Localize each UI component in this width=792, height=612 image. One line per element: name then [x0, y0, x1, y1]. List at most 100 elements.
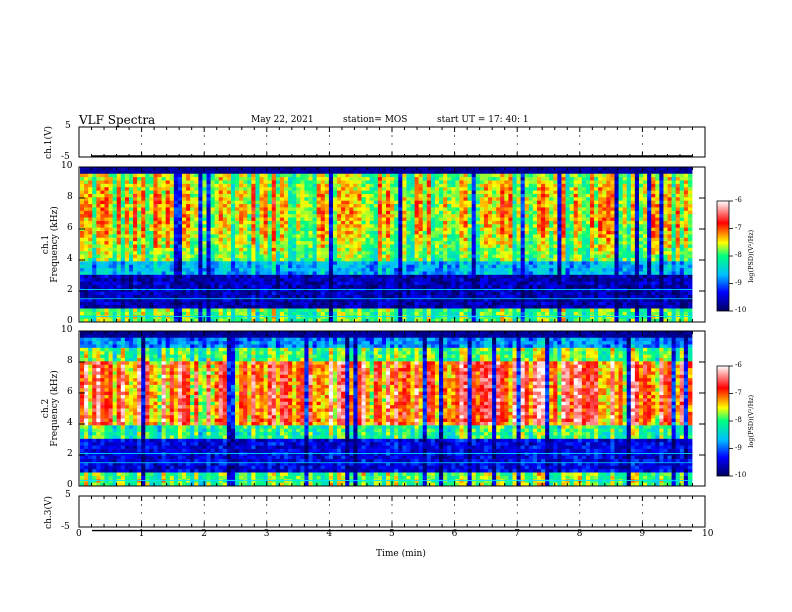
spectrogram-cell [112, 247, 118, 252]
spectrogram-cell [345, 231, 350, 235]
spectrogram-cell [569, 264, 575, 269]
spectrogram-cell [483, 244, 489, 249]
spectrogram-cell [463, 170, 468, 175]
spectrogram-cell [292, 261, 297, 266]
spectrogram-cell [96, 261, 101, 266]
spectrogram-cell [194, 244, 199, 249]
spectrogram-cell [394, 268, 399, 272]
spectrogram-cell [634, 200, 640, 205]
spectrogram-cell [622, 271, 628, 276]
spectrogram-cell [402, 210, 407, 215]
spectrogram-cell [532, 180, 538, 185]
spectrogram-cell [84, 261, 89, 266]
spectrogram-cell [255, 257, 260, 262]
spectrogram-cell [373, 180, 379, 185]
spectrogram-cell [679, 200, 685, 205]
spectrogram-cell [504, 234, 509, 239]
spectrogram-cell [120, 220, 126, 225]
spectrogram-cell [483, 200, 489, 205]
spectrogram-cell [426, 187, 432, 191]
spectrogram-cell [194, 261, 199, 266]
spectrogram-cell [157, 187, 162, 191]
spectrogram-cell [536, 234, 542, 239]
spectrogram-cell [581, 234, 587, 239]
spectrogram-cell [357, 180, 362, 185]
spectrogram-cell [202, 261, 207, 266]
spectrogram-cell [508, 200, 513, 205]
spectrogram-cell [394, 193, 399, 198]
spectrogram-cell [626, 254, 632, 259]
spectrogram-cell [381, 190, 387, 195]
spectrogram-cell [177, 254, 183, 259]
spectrogram-cell [214, 220, 220, 225]
spectrogram-cell [259, 217, 264, 222]
spectrogram-cell [361, 234, 366, 239]
spectrogram-cell [353, 170, 358, 175]
spectrogram-cell [516, 167, 522, 171]
spectrogram-cell [410, 197, 415, 202]
spectrogram-cell [638, 183, 644, 188]
spectrogram-cell [500, 254, 505, 259]
spectrogram-cell [647, 177, 652, 181]
spectrogram-cell [488, 177, 493, 181]
spectrogram-cell [173, 214, 179, 218]
spectrogram-cell [177, 234, 183, 239]
spectrogram-cell [312, 217, 318, 222]
spectrogram-cell [320, 180, 326, 185]
spectrogram-cell [557, 264, 562, 269]
spectrogram-cell [190, 207, 195, 212]
spectrogram-cell [92, 271, 97, 276]
spectrogram-cell [141, 180, 146, 185]
spectrogram-cell [235, 234, 240, 239]
spectrogram-cell [524, 274, 530, 279]
spectrogram-cell [659, 268, 664, 272]
spectrogram-cell [638, 251, 644, 256]
spectrogram-cell [553, 167, 558, 171]
spectrogram-cell [194, 234, 199, 239]
spectrogram-cell [471, 271, 477, 276]
spectrogram-cell [243, 167, 248, 171]
spectrogram-cell [447, 170, 452, 175]
spectrogram-cell [418, 271, 424, 276]
spectrogram-cell [549, 237, 554, 242]
spectrogram-cell [137, 207, 142, 212]
spectrogram-cell [165, 264, 171, 269]
spectrogram-cell [251, 247, 256, 252]
spectrogram-cell [222, 207, 228, 212]
spectrogram-cell [622, 224, 628, 229]
spectrogram-cell [80, 200, 85, 205]
spectrogram-cell [667, 224, 672, 229]
spectrogram-cell [288, 264, 293, 269]
spectrogram-cell [585, 197, 591, 202]
spectrogram-cell [247, 224, 252, 229]
spectrogram-cell [536, 261, 542, 266]
spectrogram-cell [569, 251, 575, 256]
spectrogram-cell [381, 204, 387, 208]
spectrogram-cell [284, 190, 289, 195]
spectrogram-cell [255, 234, 260, 239]
spectrogram-cell [422, 224, 428, 229]
spectrogram-cell [479, 271, 485, 276]
spectrogram-cell [84, 227, 89, 232]
spectrogram-cell [455, 190, 460, 195]
spectrogram-cell [618, 231, 624, 235]
spectrogram-cell [239, 271, 244, 276]
spectrogram-cell [279, 231, 285, 235]
spectrogram-cell [553, 183, 558, 188]
spectrogram-cell [267, 254, 273, 259]
spectrogram-cell [447, 167, 452, 171]
spectrogram-cell [251, 257, 256, 262]
spectrogram-cell [532, 214, 538, 218]
spectrogram-cell [667, 268, 672, 272]
spectrogram-cell [634, 190, 640, 195]
spectrogram-cell [675, 247, 681, 252]
spectrogram-cell [467, 241, 473, 245]
spectrogram-cell [439, 220, 444, 225]
spectrogram-cell [288, 214, 293, 218]
spectrogram-cell [447, 227, 452, 232]
spectrogram-cell [651, 200, 656, 205]
spectrogram-cell [235, 177, 240, 181]
spectrogram-cell [177, 224, 183, 229]
spectrogram-cell [532, 217, 538, 222]
spectrogram-cell [169, 274, 175, 279]
